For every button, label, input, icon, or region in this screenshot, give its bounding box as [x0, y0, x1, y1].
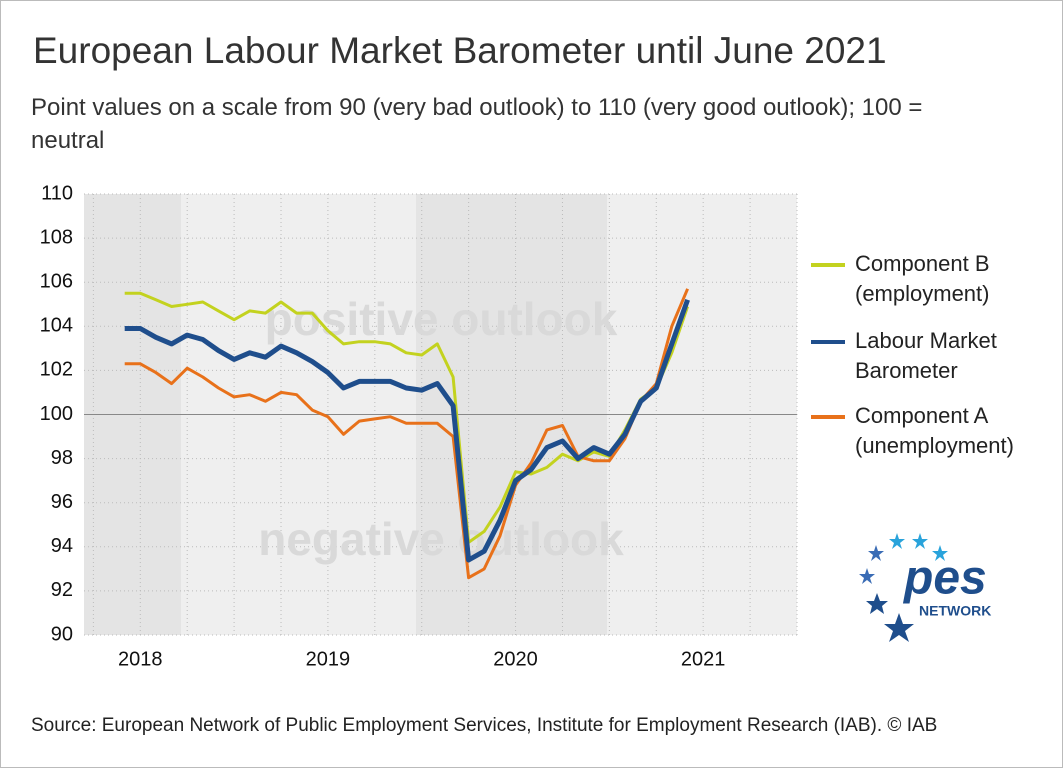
star — [932, 545, 948, 561]
x-tick-label: 2020 — [493, 648, 538, 670]
annotation: negative outlook — [258, 513, 624, 565]
legend-label: Component A (unemployment) — [855, 403, 1014, 458]
legend-label: Labour Market Barometer — [855, 328, 997, 383]
annotation: positive outlook — [265, 293, 618, 345]
star — [868, 545, 884, 561]
legend-swatch — [811, 263, 845, 267]
x-tick-label: 2018 — [118, 648, 163, 670]
y-tick-label: 96 — [51, 491, 73, 513]
y-tick-label: 92 — [51, 579, 73, 601]
logo-text: pes — [902, 552, 987, 605]
logo: pes NETWORK — [859, 533, 991, 642]
y-tick-label: 102 — [40, 359, 73, 381]
series-line — [124, 298, 690, 563]
star — [859, 568, 875, 584]
chart-title: European Labour Market Barometer until J… — [33, 30, 887, 71]
star — [912, 533, 928, 549]
legend-item: Component A (unemployment) — [811, 401, 1014, 461]
star — [884, 613, 914, 642]
y-tick-label: 98 — [51, 447, 73, 469]
star — [866, 593, 888, 614]
y-tick-label: 106 — [40, 270, 73, 292]
series-line — [124, 288, 689, 580]
legend-swatch — [811, 340, 845, 344]
subtitle-box: Point values on a scale from 90 (very ba… — [31, 94, 923, 154]
chart-subtitle: Point values on a scale from 90 (very ba… — [31, 94, 923, 154]
source: Source: European Network of Public Emplo… — [31, 715, 937, 736]
plot-background — [84, 193, 798, 636]
series-line — [124, 291, 690, 544]
y-tick-label: 104 — [40, 315, 73, 337]
y-tick-label: 94 — [51, 535, 73, 557]
legend-swatch — [811, 415, 845, 419]
logo-subtext: NETWORK — [919, 603, 991, 619]
y-tick-label: 108 — [40, 226, 73, 248]
legend-item: Labour Market Barometer — [811, 326, 1013, 386]
x-tick-label: 2021 — [681, 648, 726, 670]
y-tick-label: 90 — [51, 623, 73, 645]
y-tick-label: 110 — [41, 182, 73, 204]
x-tick-label: 2019 — [306, 648, 351, 670]
star — [889, 533, 905, 549]
y-tick-label: 100 — [40, 403, 73, 425]
legend-label: Component B (employment) — [855, 251, 990, 306]
legend-item: Component B (employment) — [811, 249, 1013, 309]
